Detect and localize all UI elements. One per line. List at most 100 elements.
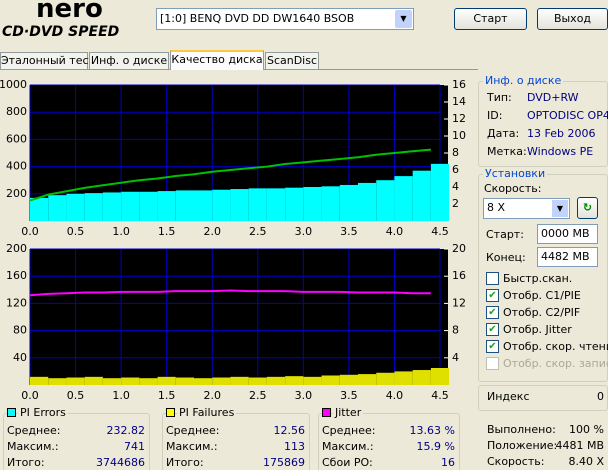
bar [394, 176, 413, 221]
x-tick-label: 2.5 [249, 389, 267, 402]
x-tick-label: 1.5 [158, 389, 176, 402]
bar [358, 374, 377, 385]
info-label: Метка: [487, 145, 527, 158]
bar [157, 191, 176, 221]
y2-tick-label: 16 [452, 269, 466, 282]
progress: Выполнено: 100 % Положение: 4481 MB Скорость… [478, 420, 608, 470]
progress-label: Положение: [487, 439, 558, 452]
tab[interactable]: ScanDisc [265, 52, 319, 70]
x-tick-label: 0.0 [21, 225, 39, 238]
bar [102, 192, 122, 221]
x-tick-label: 4.0 [386, 389, 404, 402]
bar [212, 377, 231, 385]
bar [412, 170, 431, 221]
line [29, 289, 431, 297]
stats-label: Среднее: [7, 424, 61, 437]
bar [66, 193, 85, 221]
drive-select[interactable]: [1:0] BENQ DVD DD DW1640 BSOB ▼ [156, 8, 414, 30]
stats-label: Среднее: [322, 424, 376, 437]
stats-group: PI Errors Среднее: 232.82 Максим.: 741 Итого:… [3, 406, 150, 470]
stats-label: Итого: [7, 456, 45, 469]
bar [412, 370, 431, 385]
progress-value: 8.40 X [568, 455, 604, 468]
bar [175, 377, 194, 385]
stats-value: 3744686 [96, 456, 145, 469]
stats: PI Errors Среднее: 232.82 Максим.: 741 Итого:… [0, 406, 478, 470]
line [29, 148, 431, 202]
charts: 200 400 600 800 1000 0.0 0.5 1.0 1.5 2.0 2.5 3.0 3.5… [0, 78, 466, 402]
start-input[interactable]: 0000 MB [537, 224, 598, 244]
y-tick-label: 1000 [0, 78, 27, 91]
speed-select[interactable]: 8 X ▼ [483, 198, 570, 219]
x-tick-label: 1.5 [158, 225, 176, 238]
bar [230, 376, 249, 385]
bar [48, 378, 67, 385]
x-tick-label: 3.5 [340, 389, 358, 402]
y-tick-label: 800 [6, 105, 27, 118]
bar [84, 376, 103, 385]
stats-value: 175869 [263, 456, 305, 469]
tab[interactable]: Качество диска [170, 50, 264, 70]
checkbox-list: Быстр.скан. ✔ Отобр. C1/PIE ✔ Отобр. C2/PIF ✔… [478, 270, 608, 380]
bar [139, 191, 158, 221]
y2-tick-label: 16 [452, 78, 466, 91]
x-tick-label: 3.0 [295, 225, 313, 238]
stats-value: 232.82 [106, 424, 146, 437]
y2-tick-label: 2 [452, 197, 459, 210]
start-button[interactable]: Старт [454, 8, 527, 30]
exit-button[interactable]: Выход [537, 8, 608, 30]
y-tick-label: 80 [13, 324, 27, 337]
dropdown-arrow: ▼ [552, 200, 568, 217]
checkbox[interactable]: ✔ [486, 340, 499, 353]
bar [430, 368, 450, 385]
info-label: ID: [487, 109, 503, 122]
y-tick-label: 160 [6, 269, 27, 282]
stats-value: 16 [441, 456, 455, 469]
end-input[interactable]: 4482 MB [537, 247, 598, 267]
checkbox[interactable] [486, 272, 499, 285]
x-tick-label: 4.5 [431, 389, 449, 402]
x-tick-label: 3.0 [295, 389, 313, 402]
tab[interactable]: Эталонный тест [0, 52, 95, 70]
stats-label: Сбои PO: [322, 456, 373, 469]
bar [376, 372, 395, 385]
legend-swatch [166, 408, 175, 417]
x-tick-label: 1.0 [112, 225, 130, 238]
index-label: Индекс [487, 390, 530, 403]
bar [339, 184, 358, 221]
bar [358, 182, 377, 221]
refresh-button[interactable]: ↻ [577, 197, 598, 219]
stats-title: PI Errors [18, 406, 68, 419]
bar [212, 189, 231, 221]
y2-tick-label: 4 [452, 180, 459, 193]
y-tick-label: 200 [6, 187, 27, 200]
stats-value: 13.63 % [409, 424, 455, 437]
x-tick-label: 2.0 [203, 225, 221, 238]
stats-value: 741 [124, 440, 145, 453]
bar [121, 377, 140, 385]
checkbox-label: Отобр. Jitter [503, 323, 572, 336]
checkbox [486, 357, 499, 370]
y-tick-label: 400 [6, 160, 27, 173]
logo: nero CD·DVD SPEED [0, 0, 150, 44]
bar [303, 187, 322, 221]
stats-label: Максим.: [166, 440, 218, 453]
x-tick-label: 0.5 [67, 225, 85, 238]
checkbox[interactable]: ✔ [486, 306, 499, 319]
y2-tick-label: 20 [452, 242, 466, 255]
x-tick-label: 4.0 [386, 225, 404, 238]
checkbox-label: Быстр.скан. [503, 272, 573, 285]
progress-label: Выполнено: [487, 423, 556, 436]
info-value: OPTODISC OP4 [527, 109, 608, 122]
stats-label: Максим.: [322, 440, 374, 453]
legend-swatch [7, 408, 16, 417]
tab-bar: Эталонный тест Инф. о диске Качество диска… [0, 50, 478, 70]
bar [194, 378, 213, 385]
checkbox[interactable]: ✔ [486, 289, 499, 302]
tab[interactable]: Инф. о диске [89, 52, 169, 70]
stats-group: PI Failures Среднее: 12.56 Максим.: 113 Итого… [162, 406, 310, 470]
checkbox[interactable]: ✔ [486, 323, 499, 336]
group-title: Инф. о диске [483, 74, 564, 87]
bar [175, 190, 194, 221]
disc-info-rows: Тип: DVD+RW ID: OPTODISC OP4 Дата: 13 Feb 200… [478, 81, 608, 167]
